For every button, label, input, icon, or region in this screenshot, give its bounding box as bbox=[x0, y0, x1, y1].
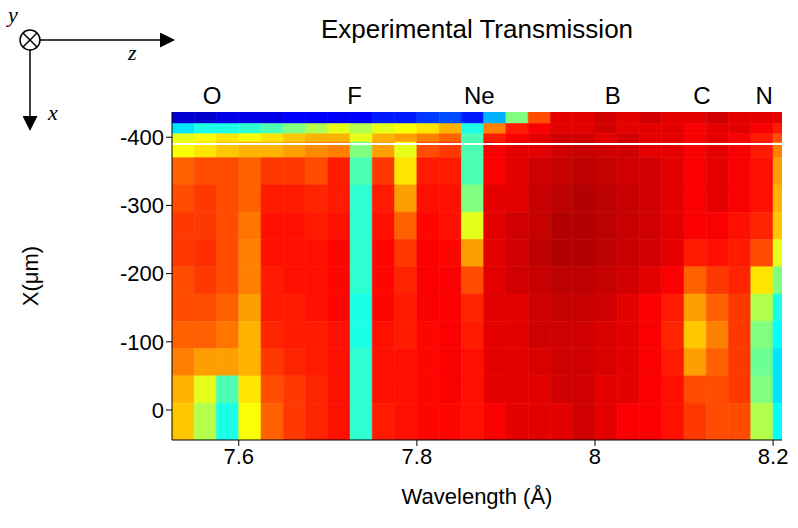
svg-text:N: N bbox=[756, 82, 773, 109]
svg-text:B: B bbox=[605, 82, 621, 109]
svg-text:7.8: 7.8 bbox=[402, 444, 433, 469]
svg-text:7.6: 7.6 bbox=[223, 444, 254, 469]
svg-text:-200: -200 bbox=[120, 261, 164, 286]
svg-text:O: O bbox=[203, 82, 222, 109]
svg-text:0: 0 bbox=[152, 398, 164, 423]
svg-text:C: C bbox=[693, 82, 710, 109]
svg-text:8.2: 8.2 bbox=[758, 444, 789, 469]
svg-text:F: F bbox=[347, 82, 362, 109]
svg-text:x: x bbox=[47, 100, 58, 125]
svg-text:8: 8 bbox=[589, 444, 601, 469]
svg-text:-300: -300 bbox=[120, 193, 164, 218]
svg-text:y: y bbox=[6, 2, 18, 27]
svg-text:z: z bbox=[127, 40, 137, 65]
svg-text:X(μm): X(μm) bbox=[18, 246, 43, 306]
svg-text:Wavelength (Å): Wavelength (Å) bbox=[402, 484, 553, 509]
svg-text:-100: -100 bbox=[120, 330, 164, 355]
svg-text:Ne: Ne bbox=[464, 82, 495, 109]
html-text:Experimental Transmission: Experimental Transmission bbox=[320, 14, 634, 44]
svg-text:-400: -400 bbox=[120, 125, 164, 150]
